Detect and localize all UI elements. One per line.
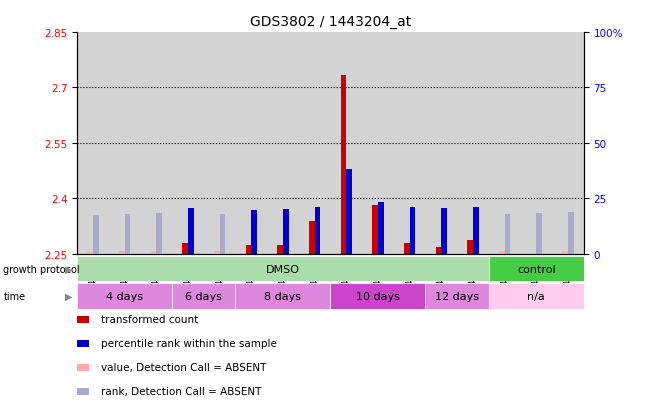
Text: DMSO: DMSO: [266, 264, 300, 274]
Bar: [536, 214, 542, 254]
Bar: [442, 209, 447, 254]
Text: n/a: n/a: [527, 292, 545, 301]
Bar: [457, 33, 488, 254]
Text: 6 days: 6 days: [185, 292, 222, 301]
Bar: [204, 33, 236, 254]
Bar: [315, 208, 320, 254]
Bar: [299, 33, 330, 254]
Bar: [330, 33, 362, 254]
Bar: [156, 214, 162, 254]
Text: time: time: [3, 292, 25, 301]
Bar: [425, 33, 457, 254]
Bar: [521, 33, 552, 254]
Text: growth protocol: growth protocol: [3, 264, 80, 274]
Bar: [277, 245, 283, 254]
Text: transformed count: transformed count: [101, 315, 198, 325]
Bar: [236, 33, 267, 254]
Bar: [246, 246, 252, 254]
Bar: [93, 215, 99, 254]
Bar: [252, 210, 257, 254]
Bar: [172, 33, 204, 254]
Text: ▶: ▶: [65, 292, 72, 301]
Text: ▶: ▶: [65, 264, 72, 274]
Bar: [236, 284, 330, 309]
Text: rank, Detection Call = ABSENT: rank, Detection Call = ABSENT: [101, 387, 261, 396]
Text: percentile rank within the sample: percentile rank within the sample: [101, 339, 276, 349]
Bar: [394, 33, 425, 254]
Text: 12 days: 12 days: [435, 292, 479, 301]
Bar: [425, 284, 488, 309]
Bar: [77, 284, 172, 309]
Bar: [404, 244, 409, 254]
Bar: [488, 284, 584, 309]
Bar: [488, 256, 584, 282]
Bar: [109, 33, 140, 254]
Bar: [309, 222, 315, 254]
Bar: [531, 253, 536, 254]
Text: 8 days: 8 days: [264, 292, 301, 301]
Bar: [488, 33, 521, 254]
Bar: [362, 33, 394, 254]
Bar: [467, 240, 473, 254]
Bar: [499, 252, 505, 254]
Bar: [125, 214, 130, 254]
Text: 4 days: 4 days: [106, 292, 143, 301]
Bar: [183, 244, 188, 254]
Bar: [552, 33, 584, 254]
Bar: [568, 213, 574, 254]
Bar: [150, 252, 156, 254]
Bar: [346, 170, 352, 254]
Bar: [341, 76, 346, 254]
Bar: [562, 252, 568, 254]
Title: GDS3802 / 1443204_at: GDS3802 / 1443204_at: [250, 15, 411, 29]
Bar: [172, 284, 236, 309]
Bar: [330, 284, 425, 309]
Bar: [77, 256, 488, 282]
Text: value, Detection Call = ABSENT: value, Detection Call = ABSENT: [101, 363, 266, 373]
Bar: [372, 205, 378, 254]
Bar: [140, 33, 172, 254]
Text: 10 days: 10 days: [356, 292, 400, 301]
Bar: [87, 252, 93, 254]
Bar: [219, 214, 225, 254]
Bar: [505, 214, 511, 254]
Bar: [188, 209, 194, 254]
Bar: [435, 248, 442, 254]
Bar: [267, 33, 299, 254]
Bar: [409, 208, 415, 254]
Bar: [473, 208, 478, 254]
Bar: [378, 202, 384, 254]
Bar: [214, 252, 219, 254]
Bar: [283, 209, 289, 254]
Bar: [119, 251, 125, 254]
Text: control: control: [517, 264, 556, 274]
Bar: [77, 33, 109, 254]
